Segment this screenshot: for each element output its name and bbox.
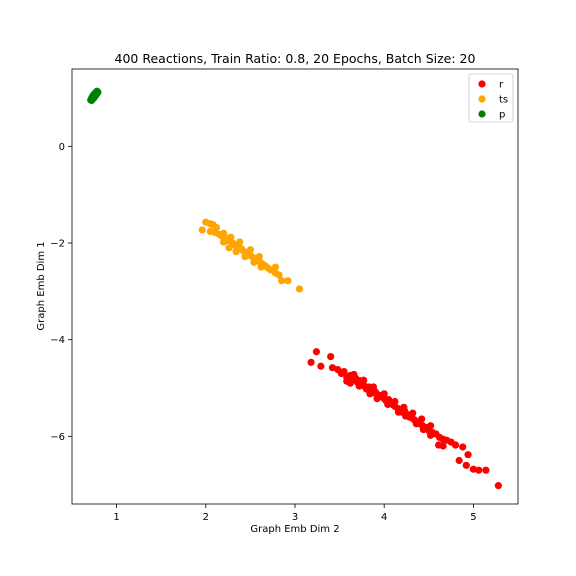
point-r xyxy=(409,409,417,417)
x-tick-label: 4 xyxy=(381,512,387,523)
point-r xyxy=(373,395,381,403)
point-r xyxy=(350,370,358,379)
point-r xyxy=(360,376,368,384)
point-ts xyxy=(271,263,279,271)
y-axis-title: Graph Emb Dim 1 xyxy=(36,241,47,330)
legend-marker-r xyxy=(478,80,486,88)
plot-frame xyxy=(71,68,519,505)
point-ts xyxy=(284,277,292,285)
point-r xyxy=(426,422,435,430)
point-r xyxy=(340,367,348,376)
point-r xyxy=(451,441,460,449)
data-points xyxy=(87,87,502,490)
x-tick-label: 1 xyxy=(113,512,119,523)
point-ts xyxy=(236,238,244,246)
point-ts xyxy=(212,223,221,232)
point-r xyxy=(380,390,388,398)
plot-area xyxy=(72,69,518,504)
point-r xyxy=(327,352,335,361)
point-r xyxy=(369,383,378,391)
point-ts xyxy=(225,244,233,252)
point-r xyxy=(459,443,467,451)
x-tick-label: 5 xyxy=(470,512,476,523)
point-r xyxy=(439,442,447,450)
point-r xyxy=(426,431,435,439)
x-axis-title: Graph Emb Dim 2 xyxy=(250,524,339,535)
legend-label-p: p xyxy=(499,110,505,121)
y-tick-label: −6 xyxy=(50,432,65,443)
legend-label-r: r xyxy=(499,80,504,91)
legend: r ts p xyxy=(468,73,514,123)
point-r xyxy=(312,348,321,356)
axis-ticks: 1 2 3 4 5 0 −2 −4 −6 xyxy=(50,142,476,523)
point-r xyxy=(402,412,410,420)
legend-marker-ts xyxy=(478,95,486,103)
point-r xyxy=(482,466,490,474)
point-p xyxy=(93,90,101,98)
point-r xyxy=(384,400,392,409)
point-ts xyxy=(232,248,240,256)
point-ts xyxy=(257,263,265,271)
point-ts xyxy=(220,238,228,246)
point-ts xyxy=(241,252,249,261)
legend-label-ts: ts xyxy=(499,95,508,106)
point-r xyxy=(317,362,325,370)
point-ts xyxy=(246,246,254,254)
point-r xyxy=(346,379,354,387)
point-r xyxy=(475,466,483,474)
x-tick-label: 3 xyxy=(292,512,298,523)
point-r xyxy=(355,382,363,390)
y-tick-label: −4 xyxy=(50,335,65,346)
point-r xyxy=(455,456,463,465)
point-ts xyxy=(255,252,263,261)
point-ts xyxy=(250,258,258,266)
y-tick-label: −2 xyxy=(50,239,65,250)
point-r xyxy=(494,482,502,490)
point-r xyxy=(394,408,403,416)
point-r xyxy=(462,461,470,469)
y-tick-label: 0 xyxy=(59,142,65,153)
point-ts xyxy=(198,226,206,234)
point-r xyxy=(400,403,408,411)
point-r xyxy=(366,390,374,398)
point-r xyxy=(419,425,428,434)
point-r xyxy=(464,451,472,459)
point-r xyxy=(307,358,315,366)
point-ts xyxy=(278,277,286,285)
point-r xyxy=(391,397,399,406)
legend-marker-p xyxy=(478,110,486,118)
point-r xyxy=(418,415,426,423)
point-ts xyxy=(227,233,235,241)
point-ts xyxy=(295,285,304,293)
chart-title: 400 Reactions, Train Ratio: 0.8, 20 Epoc… xyxy=(115,51,476,66)
x-tick-label: 2 xyxy=(203,512,209,523)
point-r xyxy=(412,420,420,428)
point-ts xyxy=(275,271,283,279)
point-r xyxy=(469,465,477,473)
